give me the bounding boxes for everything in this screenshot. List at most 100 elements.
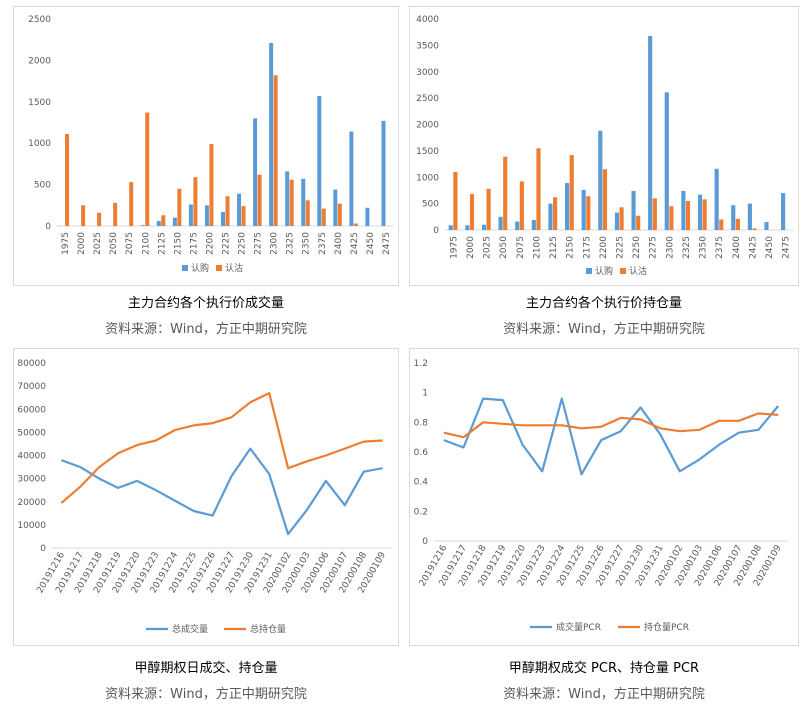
bar-put [636,215,641,230]
x-tick-label: 1975 [61,232,71,255]
x-tick-label: 2200 [599,236,609,259]
y-tick-label: 4000 [416,15,439,25]
x-tick-label: 2425 [350,232,360,255]
y-tick-label: 10000 [17,521,46,531]
legend-swatch [586,268,592,274]
x-tick-label: 2450 [366,232,376,255]
x-tick-label: 2225 [616,236,626,259]
chart-source: 资料来源：Wind，方正中期研究院 [105,322,307,337]
y-tick-label: 3500 [416,41,439,51]
bar-put [289,179,294,226]
bar-put [536,148,541,230]
bar-call [564,183,570,230]
chart-caption: 甲醇期权成交 PCR、持仓量 PCR [508,661,700,676]
bar-call [481,224,487,230]
x-tick-label: 2350 [302,232,312,255]
legend-label: 总持仓量 [250,623,286,635]
chart-source: 资料来源：Wind，方正中期研究院 [503,687,705,702]
x-tick-label: 2150 [173,232,183,255]
bar-put [669,206,674,230]
bar-call [465,225,470,230]
y-tick-label: 0 [40,544,46,554]
bar-put [209,144,214,226]
bar-call [448,225,453,230]
chart-source: 资料来源：Wind，方正中期研究院 [503,322,705,337]
x-tick-label: 2350 [699,236,709,259]
bar-put [553,197,558,230]
legend-label: 认沽 [225,262,243,274]
bar-call [548,203,553,230]
x-tick-label: 2475 [782,236,792,259]
y-tick-label: 1 [422,389,428,399]
bar-put [569,155,574,230]
x-tick-label: 2275 [649,236,659,259]
bar-put [602,169,608,230]
legend-label: 认沽 [629,265,647,277]
y-tick-label: 500 [422,200,439,210]
x-tick-label: 2000 [77,232,87,255]
x-tick-label: 2025 [93,232,103,255]
x-tick-label: 2050 [499,236,509,259]
chart-panel-call-put-open-interest: 0 500 1000 1500 2000 2500 3000 3500 4000 1975 2000… [409,6,799,286]
line-chart-pcr: 00.20.40.60.811.220191216201912172019121… [414,359,788,633]
legend-swatch [620,268,626,274]
x-tick-label: 2400 [732,236,742,259]
legend-label: 持仓量PCR [644,621,689,633]
bar-call [747,203,752,230]
x-tick-label: 2300 [270,232,280,255]
chart-caption: 主力合约各个执行价成交量 [127,296,284,311]
bar-call [188,204,193,226]
bar-call [648,35,653,230]
bar-call [498,216,503,230]
x-tick-label: 2100 [141,232,151,255]
x-tick-label: 2100 [532,236,542,259]
bar-put [81,205,86,226]
y-tick-label: 20000 [17,498,46,508]
line-chart-daily-volume-oi: 0 10000 20000 30000 40000 50000 60000 70000 8000… [17,359,392,635]
bar-put [752,228,757,230]
bar-call [664,92,669,230]
y-tick-label: 0.6 [414,448,429,458]
bar-put [225,196,230,226]
x-tick-label: 2125 [549,236,559,259]
y-tick-label: 30000 [17,475,46,485]
y-tick-label: 40000 [17,452,46,462]
bar-call [681,190,686,230]
y-tick-label: 1000 [28,139,51,149]
x-tick-label: 2050 [109,232,119,255]
y-tick-label: 2500 [416,94,439,104]
bar-call [172,217,177,226]
x-tick-label: 2200 [205,232,215,255]
y-tick-label: 1000 [416,173,439,183]
bar-call [515,221,520,230]
bar-call [381,120,386,226]
bar-call [598,130,603,230]
y-tick-label: 2000 [416,121,439,131]
y-tick-label: 80000 [17,359,46,369]
y-tick-label: 3000 [416,68,439,78]
bar-put [337,203,342,226]
x-tick-label: 2325 [286,232,296,255]
y-tick-label: 0 [433,226,439,236]
y-tick-label: 0.8 [414,418,429,428]
bar-put [129,182,134,226]
y-tick-label: 0.4 [414,478,429,488]
x-tick-label: 2375 [318,232,328,255]
bar-call [697,194,703,230]
bar-put [519,181,524,230]
x-tick-label: 2325 [682,236,692,259]
y-tick-label: 0.2 [414,507,428,517]
y-tick-label: 1500 [416,147,439,157]
x-tick-label: 2400 [334,232,344,255]
bar-call [237,193,242,226]
x-tick-label: 2300 [665,236,675,259]
x-tick-label: 2225 [222,232,232,255]
bar-put [469,194,475,230]
legend-label: 总成交量 [172,623,208,635]
x-tick-label: 2075 [516,236,526,259]
series-line-1 [60,391,383,504]
bar-put [273,75,278,226]
bar-call [731,205,736,230]
chart-source: 资料来源：Wind，方正中期研究院 [105,687,307,702]
y-tick-label: 0 [45,222,51,232]
